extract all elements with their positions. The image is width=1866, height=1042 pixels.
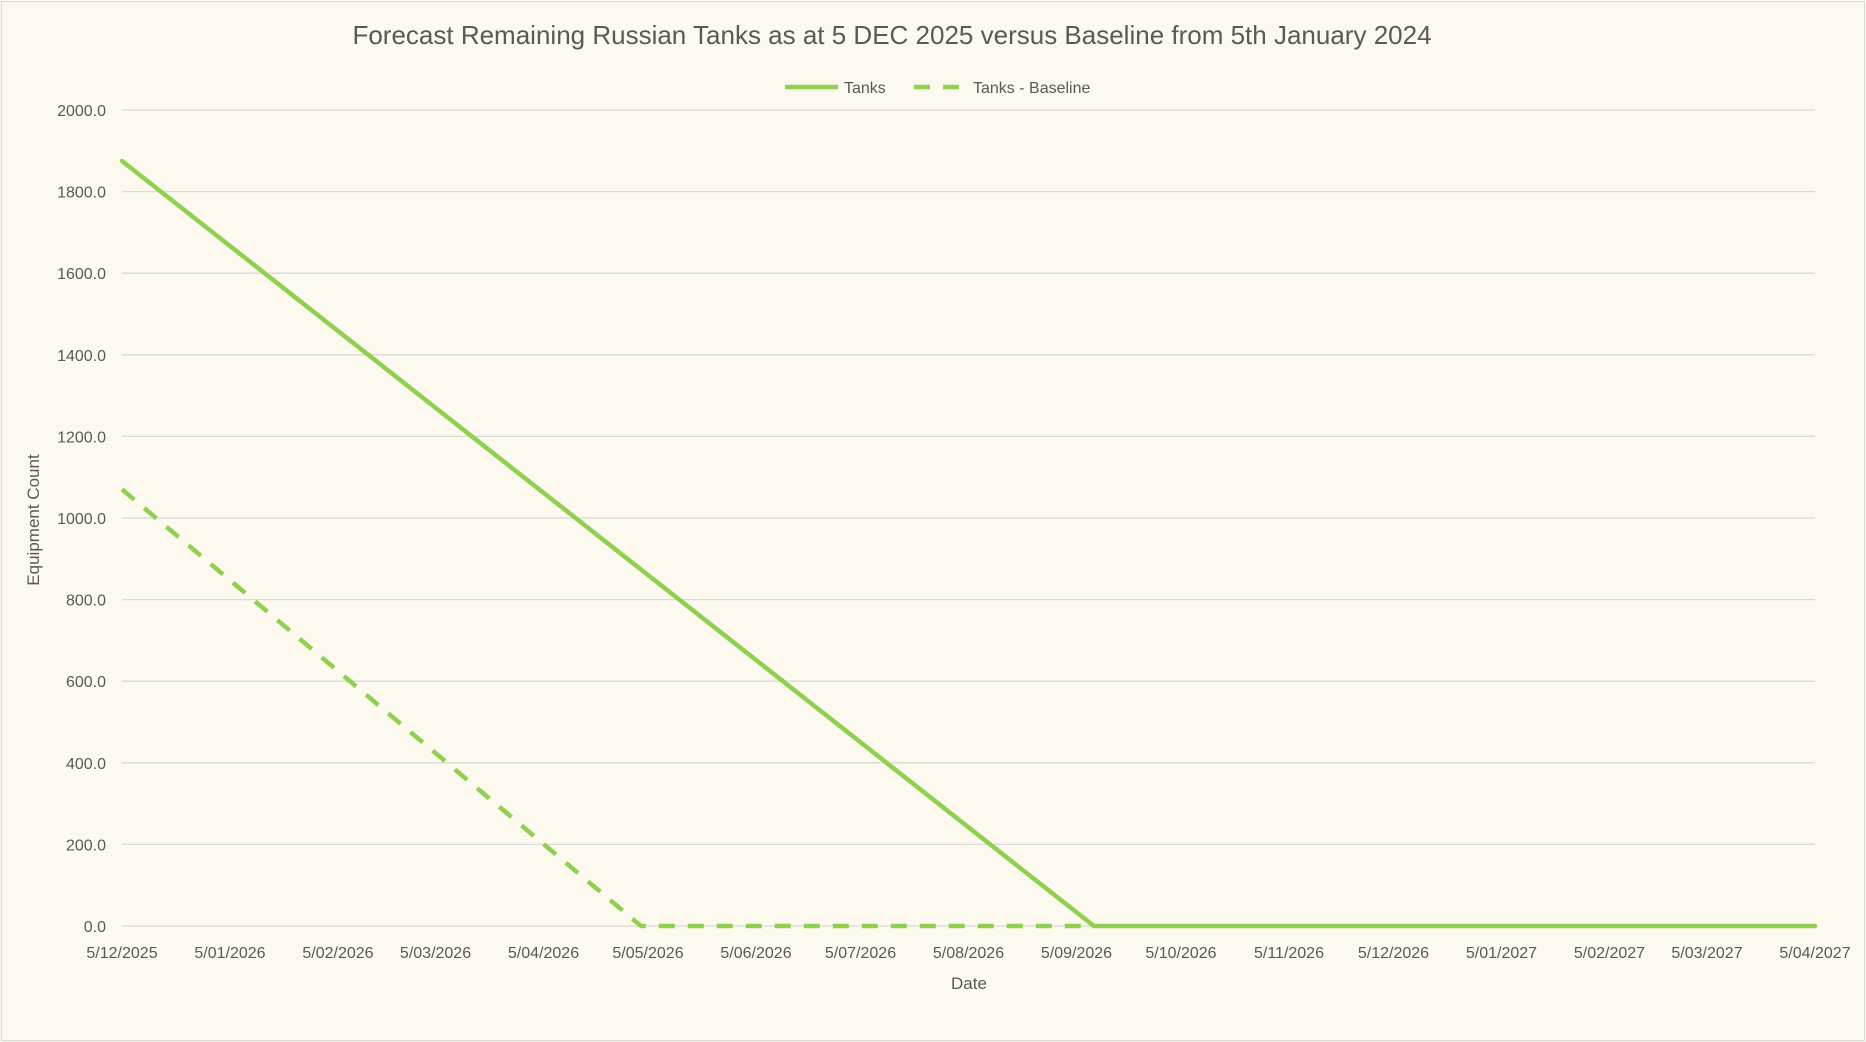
x-tick-label: 5/12/2025 (86, 945, 157, 962)
legend-label-tanks: Tanks (844, 80, 886, 97)
y-tick-label: 200.0 (66, 837, 106, 854)
chart-title: Forecast Remaining Russian Tanks as at 5… (352, 20, 1431, 50)
series-lines (119, 158, 1818, 929)
gridlines (122, 109, 1815, 927)
y-tick-label: 400.0 (66, 756, 106, 773)
x-tick-label: 5/06/2026 (720, 945, 791, 962)
x-tick-label: 5/12/2026 (1358, 945, 1429, 962)
y-tick-label: 1400.0 (57, 348, 106, 365)
x-tick-label: 5/05/2026 (612, 945, 683, 962)
y-axis-tick-labels: 0.0 200.0 400.0 600.0 800.0 1000.0 1200.0 1400.… (57, 103, 106, 936)
y-axis-title: Equipment Count (24, 454, 43, 586)
y-tick-label: 1000.0 (57, 511, 106, 528)
legend: Tanks Tanks - Baseline (785, 80, 1090, 97)
x-tick-label: 5/08/2026 (933, 945, 1004, 962)
y-tick-label: 0.0 (84, 919, 106, 936)
x-tick-label: 5/04/2026 (508, 945, 579, 962)
x-tick-label: 5/09/2026 (1041, 945, 1112, 962)
x-tick-label: 5/11/2026 (1254, 945, 1324, 962)
x-tick-label: 5/10/2026 (1145, 945, 1216, 962)
x-tick-label: 5/04/2027 (1779, 945, 1850, 962)
x-tick-label: 5/01/2027 (1466, 945, 1537, 962)
series-line-tanks-baseline (120, 487, 1094, 929)
x-tick-label: 5/03/2026 (400, 945, 471, 962)
y-tick-label: 2000.0 (57, 103, 106, 120)
y-tick-label: 1800.0 (57, 185, 106, 202)
x-tick-label: 5/02/2027 (1574, 945, 1645, 962)
x-tick-label: 5/02/2026 (302, 945, 373, 962)
legend-label-tanks-baseline: Tanks - Baseline (973, 80, 1090, 97)
y-tick-label: 800.0 (66, 593, 106, 610)
y-tick-label: 1200.0 (57, 429, 106, 446)
x-tick-label: 5/03/2027 (1671, 945, 1742, 962)
y-tick-label: 1600.0 (57, 266, 106, 283)
series-line-tanks (119, 158, 1818, 929)
x-tick-label: 5/07/2026 (825, 945, 896, 962)
x-tick-label: 5/01/2026 (194, 945, 265, 962)
x-axis-title: Date (951, 974, 987, 993)
y-tick-label: 600.0 (66, 674, 106, 691)
x-axis-tick-labels: 5/12/2025 5/01/2026 5/02/2026 5/03/2026 5/04… (86, 945, 1850, 962)
